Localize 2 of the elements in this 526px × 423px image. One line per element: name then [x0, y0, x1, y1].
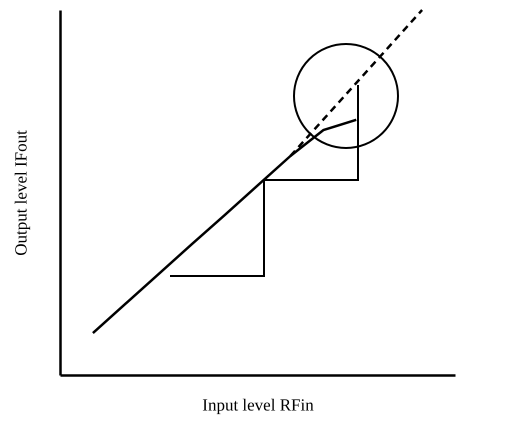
- x-axis-title: Input level RFin: [202, 396, 314, 414]
- y-axis-title: Output level IFout: [12, 130, 30, 256]
